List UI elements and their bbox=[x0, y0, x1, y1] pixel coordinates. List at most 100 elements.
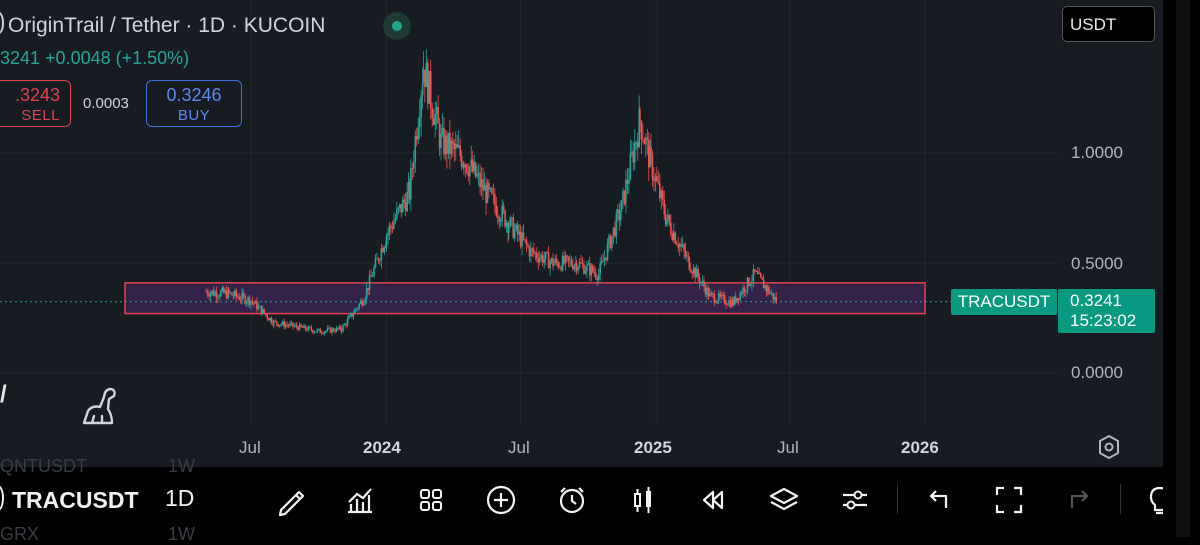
chart-area[interactable] bbox=[0, 0, 1163, 467]
candle-body bbox=[374, 258, 377, 268]
candle-body bbox=[491, 188, 493, 194]
candle-body bbox=[632, 151, 635, 163]
candle-body bbox=[408, 182, 411, 200]
indicators-icon[interactable] bbox=[340, 480, 380, 520]
candle-body bbox=[457, 145, 460, 148]
candle-body bbox=[260, 305, 263, 315]
candle-body bbox=[225, 290, 228, 299]
candle-body bbox=[368, 275, 371, 290]
candle-body bbox=[640, 121, 643, 140]
candle-body bbox=[334, 331, 336, 332]
candle-body bbox=[528, 246, 531, 257]
candle-body bbox=[654, 176, 657, 182]
chart-settings-icon[interactable] bbox=[1096, 434, 1122, 460]
candle-body bbox=[281, 321, 284, 325]
candle-body bbox=[264, 313, 267, 315]
candle-body bbox=[365, 287, 368, 299]
alert-icon[interactable] bbox=[552, 480, 592, 520]
candle-body bbox=[298, 324, 301, 330]
candle-body bbox=[351, 313, 353, 317]
symbol-search-button[interactable]: TRACUSDT bbox=[0, 485, 139, 514]
candle-body bbox=[555, 258, 558, 263]
replay-icon[interactable] bbox=[693, 480, 733, 520]
fullscreen-icon[interactable] bbox=[989, 480, 1029, 520]
candle-body bbox=[256, 300, 258, 310]
candle-body bbox=[534, 253, 537, 254]
buy-label: BUY bbox=[177, 107, 211, 124]
candle-body bbox=[603, 257, 606, 262]
candle-body bbox=[659, 183, 661, 199]
candle-body bbox=[322, 333, 324, 334]
candle-body bbox=[332, 328, 335, 332]
candle-body bbox=[251, 300, 254, 303]
candle-body bbox=[704, 286, 707, 295]
interval-button[interactable]: 1D bbox=[165, 485, 195, 511]
candle-body bbox=[649, 146, 652, 168]
candle-body bbox=[452, 140, 454, 144]
dino-logo-icon bbox=[78, 383, 120, 430]
currency-select[interactable]: USDT bbox=[1062, 6, 1155, 42]
candle-body bbox=[636, 142, 639, 148]
candle-body bbox=[538, 257, 541, 263]
candle-body bbox=[400, 204, 403, 213]
symbol-price-tag: TRACUSDT bbox=[951, 289, 1057, 315]
market-status-icon[interactable] bbox=[383, 12, 411, 40]
draw-icon[interactable] bbox=[271, 480, 311, 520]
candle-body bbox=[522, 232, 525, 240]
title-text: OriginTrail / Tether · 1D · KUCOIN bbox=[8, 14, 326, 37]
candle-body bbox=[424, 69, 426, 87]
candle-body bbox=[530, 248, 532, 257]
candle-body bbox=[329, 327, 332, 333]
candle-body bbox=[524, 239, 526, 241]
candle-body bbox=[388, 225, 391, 233]
redo-icon[interactable] bbox=[1060, 480, 1100, 520]
candle-body bbox=[590, 265, 593, 276]
candle-body bbox=[766, 286, 769, 292]
candle-body bbox=[496, 215, 499, 217]
scrollbar[interactable] bbox=[1176, 0, 1190, 537]
candle-body bbox=[429, 70, 432, 108]
candle-body bbox=[290, 322, 293, 324]
candle-body bbox=[586, 264, 588, 271]
buy-button[interactable]: 0.3246 BUY bbox=[146, 80, 242, 127]
candle-body bbox=[608, 235, 610, 244]
candle-body bbox=[406, 191, 408, 212]
candle-body bbox=[263, 308, 266, 314]
candle-body bbox=[443, 127, 445, 155]
candle-body bbox=[473, 162, 475, 172]
candle-body bbox=[701, 280, 704, 283]
candle-body bbox=[665, 219, 668, 225]
candle-body bbox=[432, 117, 435, 125]
candle-body bbox=[312, 330, 314, 333]
layout-grid-icon[interactable] bbox=[411, 480, 451, 520]
candle-body bbox=[387, 232, 389, 237]
candle-body bbox=[412, 162, 415, 169]
idea-icon[interactable] bbox=[1140, 480, 1163, 520]
chart-title[interactable]: OriginTrail / Tether · 1D · KUCOIN bbox=[0, 12, 325, 38]
candle-body bbox=[397, 207, 400, 210]
candle-body bbox=[494, 194, 496, 206]
candle-body bbox=[326, 328, 329, 331]
candle-body bbox=[740, 292, 743, 295]
add-icon[interactable] bbox=[481, 480, 521, 520]
candle-body bbox=[211, 290, 213, 294]
candle-body bbox=[289, 323, 291, 326]
candle-body bbox=[287, 325, 290, 327]
settings-sliders-icon[interactable] bbox=[835, 480, 875, 520]
candle-body bbox=[768, 286, 770, 294]
chart-type-icon[interactable] bbox=[623, 480, 663, 520]
candle-body bbox=[231, 292, 233, 296]
undo-icon[interactable] bbox=[918, 480, 958, 520]
layers-icon[interactable] bbox=[764, 480, 804, 520]
candle-body bbox=[712, 293, 714, 295]
candle-body bbox=[215, 291, 218, 298]
candle-body bbox=[313, 331, 316, 333]
sell-button[interactable]: .3243 SELL bbox=[0, 80, 71, 127]
candle-body bbox=[671, 234, 674, 240]
candle-body bbox=[635, 142, 638, 144]
candle-body bbox=[438, 123, 441, 148]
candle-body bbox=[477, 173, 480, 175]
candle-body bbox=[401, 199, 404, 213]
candle-body bbox=[362, 303, 365, 306]
price-chart[interactable] bbox=[0, 0, 1163, 467]
